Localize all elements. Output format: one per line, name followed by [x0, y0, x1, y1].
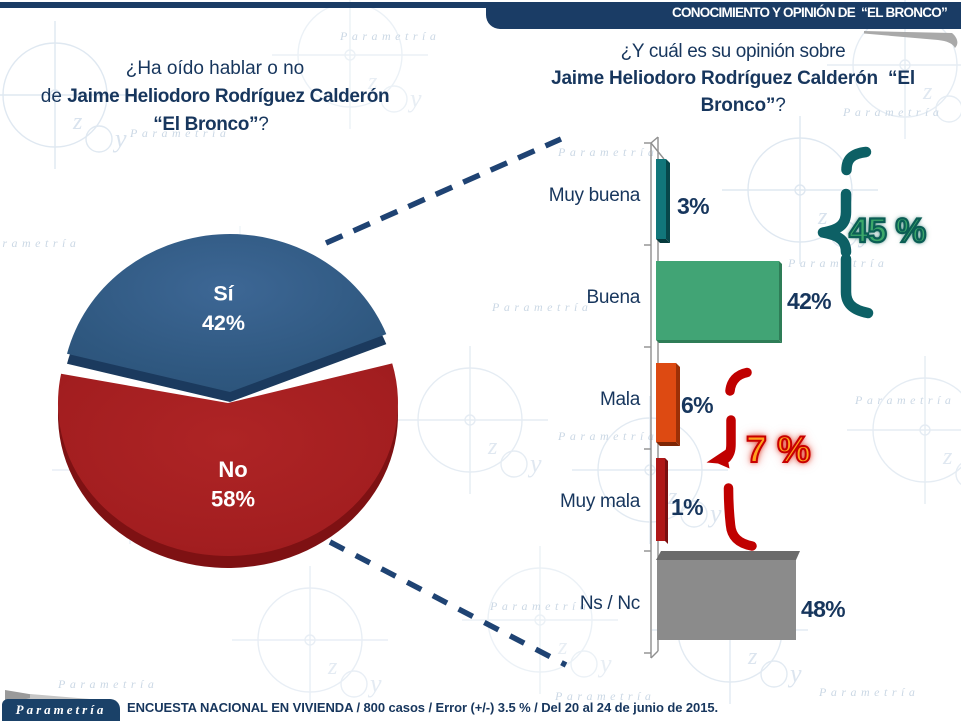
svg-text:No: No [218, 457, 247, 482]
svg-text:Sí: Sí [213, 282, 234, 306]
svg-text:42%: 42% [202, 311, 245, 335]
svg-text:58%: 58% [211, 487, 255, 512]
